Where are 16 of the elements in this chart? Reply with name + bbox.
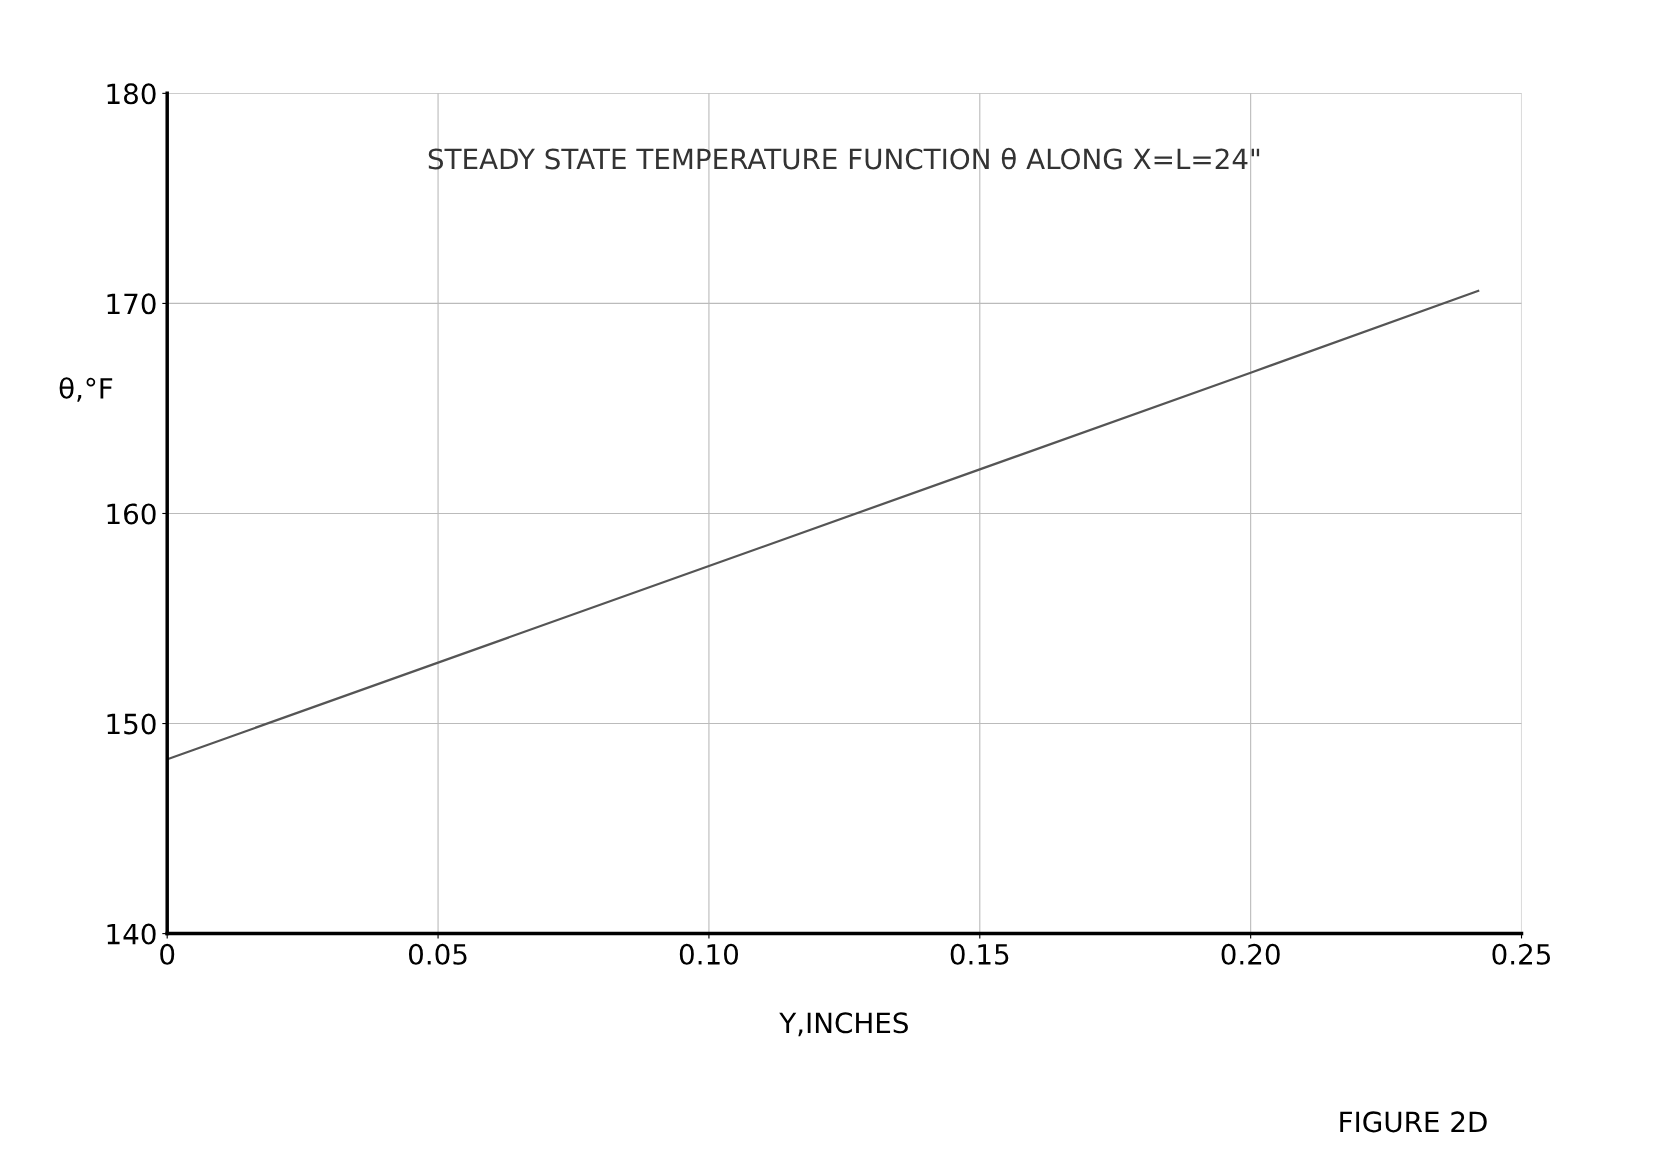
y-tick-label: 180 xyxy=(107,83,156,105)
y-tick-label: 150 xyxy=(107,713,156,735)
x-tick-label: 0.25 xyxy=(1492,943,1551,965)
x-tick-label: 0.10 xyxy=(679,943,739,965)
text: STEADY STATE TEMPERATURE FUNCTION θ ALONG X=L=24" xyxy=(428,147,1260,170)
y-tick-label: 140 xyxy=(107,923,156,945)
caption: FIGURE 2D xyxy=(1340,1111,1487,1133)
x-tick-label: 0 xyxy=(160,943,175,965)
x-axis-title: Y,INCHES xyxy=(779,1012,908,1037)
y-tick-label: 170 xyxy=(107,293,156,315)
x-tick-label: 0.15 xyxy=(950,943,1009,965)
y-tick-label: 160 xyxy=(107,503,156,525)
line-series xyxy=(167,289,1480,761)
x-tick-label: 0.20 xyxy=(1221,943,1280,965)
y-axis-title: θ,°F xyxy=(59,377,113,402)
x-tick-label: 0.05 xyxy=(408,943,467,965)
